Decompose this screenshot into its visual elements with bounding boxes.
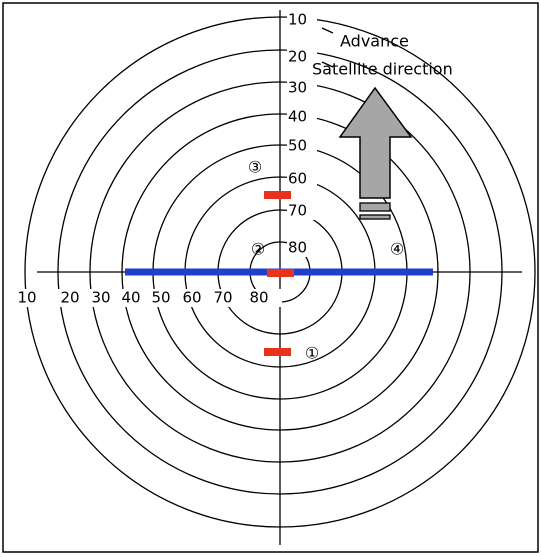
elevation-label: 10 bbox=[288, 11, 307, 29]
elevation-label: 40 bbox=[288, 108, 307, 126]
elevation-label: 30 bbox=[91, 289, 110, 307]
elevation-label: 50 bbox=[288, 137, 307, 155]
elevation-label: 20 bbox=[60, 289, 79, 307]
elevation-label: 10 bbox=[17, 289, 36, 307]
position-mark bbox=[264, 191, 291, 199]
position-mark bbox=[267, 269, 294, 277]
elevation-label: 70 bbox=[213, 289, 232, 307]
leader-line bbox=[321, 61, 334, 68]
elevation-label: 60 bbox=[182, 289, 201, 307]
elevation-label: 80 bbox=[249, 289, 268, 307]
elevation-label: 20 bbox=[288, 48, 307, 66]
vertical-label-bg bbox=[287, 11, 317, 257]
marker-label: ④ bbox=[390, 240, 404, 259]
elevation-label: 70 bbox=[288, 202, 307, 220]
marker-label: ③ bbox=[248, 158, 262, 177]
marker-label: ① bbox=[305, 344, 319, 363]
direction-arrow bbox=[338, 86, 413, 220]
elevation-label: 30 bbox=[288, 79, 307, 97]
elevation-label: 40 bbox=[121, 289, 140, 307]
position-mark bbox=[264, 348, 291, 356]
annotation: Advance bbox=[340, 32, 409, 51]
elevation-label: 50 bbox=[151, 289, 170, 307]
marker-label: ② bbox=[251, 240, 265, 259]
elevation-label: 60 bbox=[288, 170, 307, 188]
elevation-label: 80 bbox=[288, 239, 307, 257]
annotation: Satellite direction bbox=[312, 60, 453, 79]
horizontal-label-bg bbox=[12, 289, 282, 307]
leader-line bbox=[321, 27, 334, 34]
